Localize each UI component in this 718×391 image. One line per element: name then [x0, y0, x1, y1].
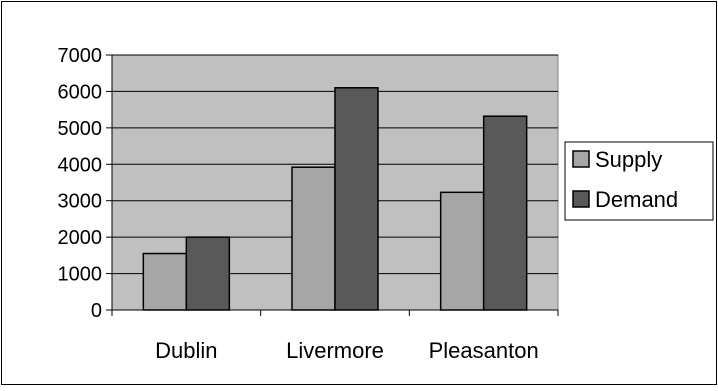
legend-label: Demand — [595, 187, 678, 212]
y-tick-label: 1000 — [58, 264, 103, 286]
legend-swatch — [572, 150, 590, 168]
bar-demand-dublin — [185, 236, 231, 311]
bar-demand-pleasanton — [482, 115, 528, 311]
bar-supply-livermore — [291, 166, 336, 311]
y-tick-label: 4000 — [58, 154, 103, 176]
x-tick-label: Pleasanton — [429, 338, 539, 363]
bar-supply-pleasanton — [439, 191, 485, 311]
bar-demand-livermore — [334, 87, 379, 311]
y-tick-label: 5000 — [58, 118, 103, 140]
legend: Supply Demand — [564, 141, 714, 221]
x-tick-label: Dublin — [155, 338, 217, 363]
x-tick-label: Livermore — [286, 338, 384, 363]
y-tick-label: 3000 — [58, 191, 103, 213]
y-tick-label: 6000 — [58, 81, 103, 103]
legend-swatch — [572, 190, 590, 208]
bar-supply-dublin — [142, 252, 188, 311]
bars — [142, 87, 528, 311]
y-tick-label: 7000 — [58, 45, 103, 67]
axes — [111, 55, 558, 311]
legend-label: Supply — [595, 147, 662, 172]
y-tick-label: 0 — [91, 300, 102, 322]
x-axis-ticks: Dublin Livermore Pleasanton — [111, 310, 559, 363]
y-axis-ticks: 0 1000 2000 3000 4000 5000 6000 7000 — [58, 45, 112, 322]
y-tick-label: 2000 — [58, 227, 103, 249]
